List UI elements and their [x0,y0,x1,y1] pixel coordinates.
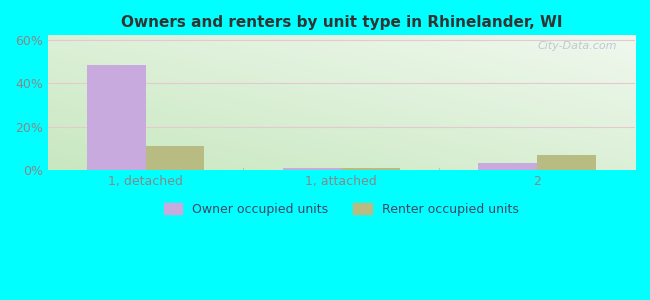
Bar [87,65,146,170]
Bar [283,169,341,170]
Legend: Owner occupied units, Renter occupied units: Owner occupied units, Renter occupied un… [159,198,524,220]
Bar [146,146,204,170]
Bar [537,155,596,170]
Bar [341,168,400,170]
Title: Owners and renters by unit type in Rhinelander, WI: Owners and renters by unit type in Rhine… [121,15,562,30]
Bar [478,163,537,170]
Text: City-Data.com: City-Data.com [538,41,617,51]
